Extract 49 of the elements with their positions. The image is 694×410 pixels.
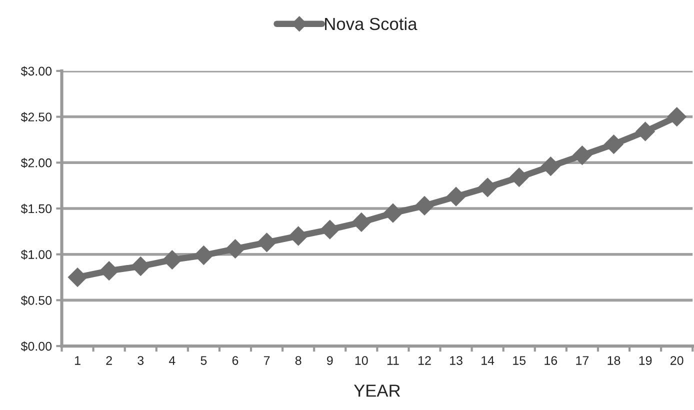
x-tick-label: 20 [670,356,684,365]
x-tick-label: 11 [387,356,399,365]
x-tick-label: 16 [544,356,558,365]
x-tick-label: 17 [576,356,589,365]
point [320,220,340,240]
x-tick-label: 10 [355,356,368,365]
x-tick-label: 13 [450,356,462,365]
x-tick-label: 14 [482,356,494,365]
point [256,232,277,252]
x-axis-title: YEAR [354,384,400,397]
y-tick-label: $0.00 [20,341,52,352]
y-tick-label: $2.00 [20,158,52,168]
point [540,156,560,176]
point [99,261,119,281]
point [225,239,246,259]
y-tick-label: $0.50 [20,295,52,306]
x-tick-label: 6 [232,356,238,365]
x-tick-label: 7 [264,356,270,365]
x-tick-label: 18 [608,356,620,365]
x-tick-label: 15 [513,356,526,365]
point [478,178,498,198]
point [667,106,687,127]
x-tick-label: 12 [418,356,431,365]
x-tick-label: 19 [639,356,652,365]
y-tick-label: $2.50 [20,112,52,122]
legend-label: Nova Scotia [325,17,418,30]
point [509,167,529,188]
point [383,203,403,223]
point [446,186,466,206]
point [288,226,308,246]
point [130,256,150,276]
x-tick-label: 4 [168,356,176,365]
y-tick-label: $1.00 [20,250,52,260]
point [68,267,88,288]
y-tick-label: $3.00 [20,66,52,76]
point [414,196,434,216]
y-tick-label: $1.50 [20,204,52,214]
x-tick-label: 1 [75,356,80,365]
x-tick-label: 8 [295,356,302,365]
x-tick-label: 2 [106,356,112,365]
x-tick-label: 3 [138,356,144,365]
x-tick-label: 5 [200,356,207,365]
point [635,122,656,142]
point [352,212,372,232]
point [162,250,182,270]
x-tick-label: 9 [326,356,333,365]
point [194,245,214,266]
point [604,134,624,154]
point [572,145,592,166]
